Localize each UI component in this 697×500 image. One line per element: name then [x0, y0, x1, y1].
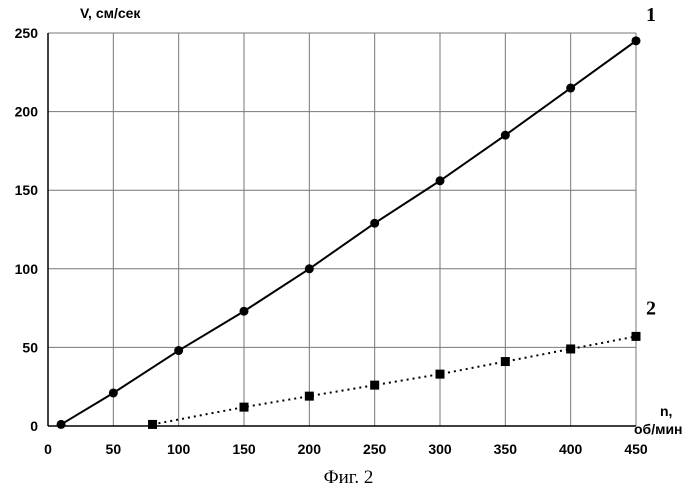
y-tick-label: 100 [15, 261, 39, 277]
y-tick-label: 50 [22, 339, 38, 355]
series-2-point [632, 332, 641, 341]
series-2-point [566, 344, 575, 353]
line-chart: 0 50 100 150 200 250 300 350 400 450 0 50 100 150 200 2… [0, 0, 697, 470]
series-1-point [566, 84, 575, 93]
y-tick-label: 150 [15, 182, 39, 198]
series-1-point [501, 131, 510, 140]
x-tick-label: 400 [559, 441, 583, 457]
series-layer: 12 [57, 4, 656, 429]
x-tick-label: 300 [428, 441, 452, 457]
series-1-point [57, 420, 66, 429]
x-tick-label: 350 [494, 441, 518, 457]
x-axis-label-line2: об/мин [634, 421, 683, 437]
series-1-point [436, 176, 445, 185]
x-tick-label: 150 [232, 441, 256, 457]
y-tick-label: 250 [15, 25, 39, 41]
series-2-point [436, 370, 445, 379]
figure-caption: Фиг. 2 [0, 467, 697, 489]
series-2-point [370, 381, 379, 390]
series-2-line [153, 336, 636, 424]
x-tick-label: 50 [106, 441, 122, 457]
y-tick-label: 0 [30, 418, 38, 434]
series-1-point [632, 36, 641, 45]
series-2-point [240, 403, 249, 412]
series-2-label: 2 [646, 297, 656, 319]
series-2-point [148, 420, 157, 429]
series-2-point [501, 357, 510, 366]
grid [48, 33, 636, 426]
series-1-point [174, 346, 183, 355]
series-1-point [305, 264, 314, 273]
x-tick-label: 0 [44, 441, 52, 457]
series-1-line [61, 41, 636, 425]
x-tick-label: 200 [298, 441, 322, 457]
y-axis-label: V, см/сек [80, 5, 141, 21]
x-axis-label-line1: n, [660, 403, 672, 419]
series-1-point [109, 388, 118, 397]
x-tick-label: 100 [167, 441, 191, 457]
series-1-point [370, 219, 379, 228]
series-2-point [305, 392, 314, 401]
series-1-label: 1 [646, 4, 656, 26]
y-tick-label: 200 [15, 104, 39, 120]
labels: V, см/сек n, об/мин [80, 5, 683, 437]
x-tick-label: 450 [624, 441, 648, 457]
x-tick-label: 250 [363, 441, 387, 457]
series-1-point [240, 307, 249, 316]
